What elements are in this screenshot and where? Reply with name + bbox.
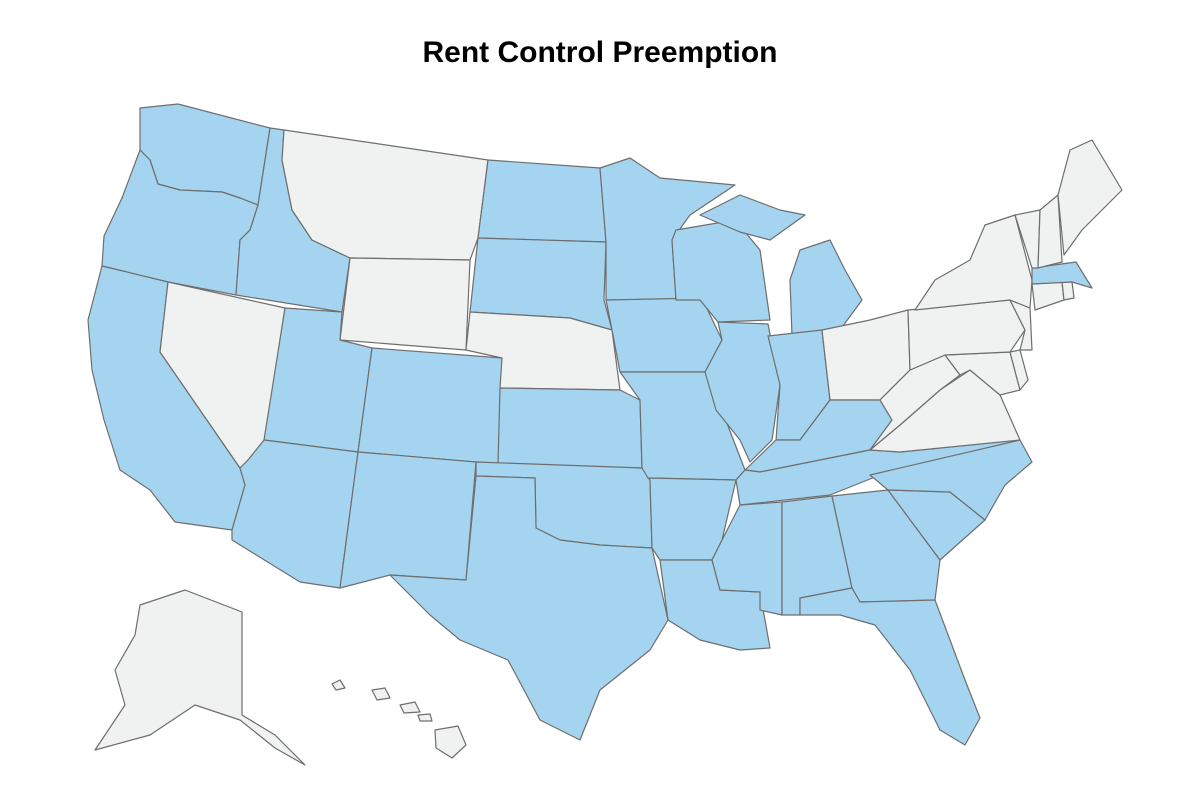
state-wyoming [339,257,471,351]
state-shape-delaware [1009,349,1029,391]
state-shape-kansas [497,387,643,469]
state-shape-new-hampshire [1037,194,1063,269]
state-kansas [497,387,643,469]
state-hawaii [331,679,467,759]
state-new-york [914,214,1033,311]
state-massachusetts [1031,261,1093,289]
state-mississippi [711,501,783,616]
state-shape-alaska [94,589,306,766]
state-shape-new-mexico [339,451,477,589]
state-shape-hawaii-5 [434,725,467,759]
state-arizona [231,439,359,589]
state-shape-montana [281,129,489,261]
states-layer [87,103,1123,766]
state-shape-north-carolina [869,439,1033,521]
state-shape-hawaii-4 [417,713,433,722]
state-shape-florida [799,587,981,746]
state-colorado [357,347,503,465]
state-shape-wyoming [339,257,471,351]
state-maine [1057,139,1123,256]
state-florida [799,587,981,746]
state-connecticut [1031,281,1065,311]
state-shape-massachusetts [1031,261,1093,289]
state-minnesota [599,157,736,301]
state-shape-michigan-1 [789,239,863,337]
state-rhode-island [1061,281,1075,301]
state-new-hampshire [1037,194,1063,269]
state-delaware [1009,349,1029,391]
state-shape-minnesota [599,157,736,301]
state-shape-hawaii-1 [331,679,346,691]
state-shape-arizona [231,439,359,589]
state-new-mexico [339,451,477,589]
state-iowa [605,297,723,373]
state-alaska [94,589,306,766]
state-shape-maine [1057,139,1123,256]
state-shape-mississippi [711,501,783,616]
state-shape-rhode-island [1061,281,1075,301]
state-shape-texas [389,475,669,741]
state-shape-new-york [914,214,1033,311]
state-montana [281,129,489,261]
state-shape-michigan-2 [699,194,806,241]
state-shape-hawaii-2 [371,687,391,701]
state-shape-iowa [605,297,723,373]
state-texas [389,475,669,741]
state-shape-connecticut [1031,281,1065,311]
state-michigan [699,194,863,337]
state-shape-colorado [357,347,503,465]
state-north-dakota [477,159,607,243]
map-title: Rent Control Preemption [422,36,778,69]
state-north-carolina [869,439,1033,521]
state-shape-hawaii-3 [399,701,421,714]
state-shape-north-dakota [477,159,607,243]
